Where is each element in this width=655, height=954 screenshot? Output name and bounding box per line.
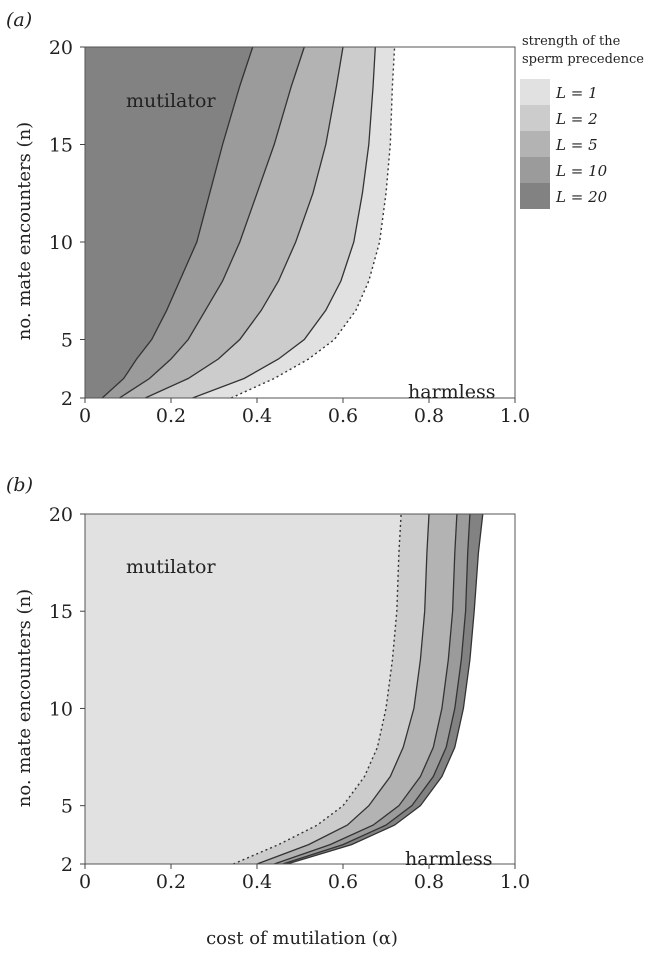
panel-b-boundary-l=10 bbox=[282, 513, 471, 865]
panel-b-plot: 0 0.2 0.4 0.6 0.8 1.0 2 5 10 15 20 bbox=[49, 504, 530, 893]
x-tick-label: 1.0 bbox=[500, 871, 530, 893]
y-tick-label: 20 bbox=[49, 37, 73, 59]
legend-swatch bbox=[520, 157, 550, 183]
y-tick-label: 15 bbox=[49, 135, 73, 157]
panel-b-harmless-label: harmless bbox=[405, 848, 493, 870]
legend-items: L = 1 L = 2 L = 5 L = 10 L = 20 bbox=[520, 79, 608, 209]
panel-b-boundary-l=1 bbox=[233, 513, 402, 865]
panel-a-boundary-l=10 bbox=[119, 46, 305, 399]
panel-b-boundary-l=20 bbox=[286, 513, 484, 865]
x-tick-label: 0 bbox=[79, 405, 91, 427]
panel-a-harmless-label: harmless bbox=[408, 381, 496, 403]
panel-b-region-l=1 bbox=[85, 514, 402, 864]
legend-label: L = 5 bbox=[555, 136, 598, 154]
y-tick-label: 20 bbox=[49, 504, 73, 526]
x-tick-label: 0.6 bbox=[328, 405, 358, 427]
legend-label: L = 20 bbox=[555, 188, 608, 206]
plot-frame bbox=[84, 513, 516, 865]
y-tick-label: 10 bbox=[49, 232, 73, 254]
x-tick-label: 0.4 bbox=[242, 871, 272, 893]
panel-a-region-l=20 bbox=[85, 47, 253, 398]
x-tick-label: 0.8 bbox=[414, 871, 444, 893]
legend-label: L = 1 bbox=[555, 84, 598, 102]
panel-a-boundary-l=1 bbox=[230, 46, 396, 399]
x-tick-label: 0 bbox=[79, 871, 91, 893]
plot-frame bbox=[84, 46, 516, 399]
panel-a-mutilator-label: mutilator bbox=[126, 90, 216, 112]
panel-a-boundary-l=5 bbox=[144, 46, 344, 399]
panel-a-plot: 0 0.2 0.4 0.6 0.8 1.0 2 5 10 15 20 bbox=[49, 37, 530, 427]
x-tick-label: 0.4 bbox=[242, 405, 272, 427]
panel-b-mutilator-label: mutilator bbox=[126, 556, 216, 578]
y-tick-label: 5 bbox=[61, 796, 73, 818]
panel-a-label: (a) bbox=[6, 9, 32, 31]
x-tick-label: 1.0 bbox=[500, 405, 530, 427]
y-tick-label: 2 bbox=[61, 388, 73, 410]
panel-a-boundary-l=20 bbox=[101, 46, 254, 399]
legend-swatch bbox=[520, 131, 550, 157]
panel-a-boundary-l=2 bbox=[192, 46, 376, 399]
legend-title-line1: strength of the bbox=[522, 34, 621, 49]
x-tick-label: 0.2 bbox=[156, 405, 186, 427]
legend-swatch bbox=[520, 183, 550, 209]
legend: strength of the sperm precedence L = 1L … bbox=[520, 34, 644, 209]
legend-title-line2: sperm precedence bbox=[522, 52, 644, 67]
y-tick-label: 2 bbox=[61, 854, 73, 876]
x-tick-label: 0.6 bbox=[328, 871, 358, 893]
panel-b-boundary-l=2 bbox=[256, 513, 430, 865]
y-tick-label: 5 bbox=[61, 330, 73, 352]
legend-label: L = 2 bbox=[555, 110, 598, 128]
panel-a: (a) 0 0.2 0.4 0.6 0.8 1.0 2 5 10 15 20 no. mate en… bbox=[6, 9, 530, 427]
x-tick-label: 0.2 bbox=[156, 871, 186, 893]
panel-b-label: (b) bbox=[6, 474, 33, 496]
panel-b-y-axis-label: no. mate encounters (n) bbox=[14, 589, 35, 807]
panel-b: (b) 0 0.2 0.4 0.6 0.8 1.0 2 5 10 15 20 no. mate en… bbox=[6, 474, 530, 949]
legend-swatch bbox=[520, 79, 550, 105]
panel-b-boundary-l=5 bbox=[273, 513, 458, 865]
panel-b-x-axis-label: cost of mutilation (α) bbox=[206, 928, 398, 949]
y-tick-label: 10 bbox=[49, 698, 73, 720]
legend-label: L = 10 bbox=[555, 162, 608, 180]
x-tick-label: 0.8 bbox=[414, 405, 444, 427]
legend-swatch bbox=[520, 105, 550, 131]
y-tick-label: 15 bbox=[49, 601, 73, 623]
panel-a-y-axis-label: no. mate encounters (n) bbox=[14, 122, 35, 340]
